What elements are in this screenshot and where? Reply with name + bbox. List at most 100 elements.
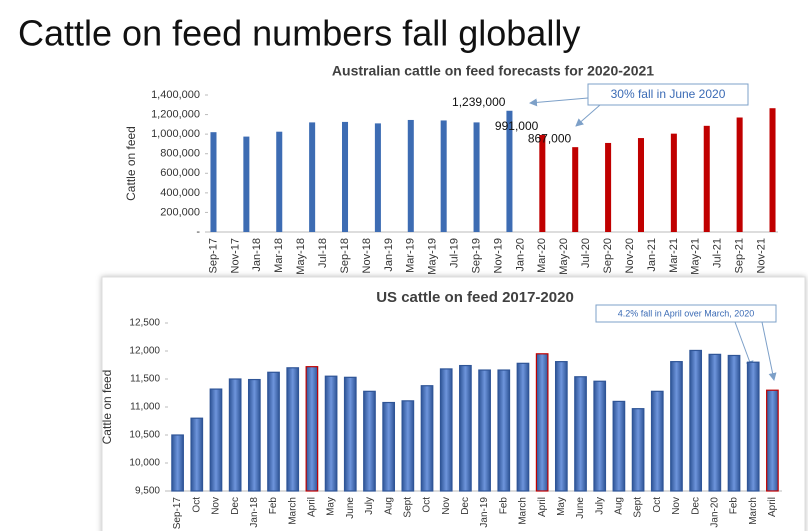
annotation-box (587, 83, 749, 106)
bar (382, 401, 396, 492)
bar (247, 378, 261, 492)
bar (497, 369, 511, 492)
bar (286, 367, 300, 492)
y-tick-label: 12,000 (129, 346, 160, 357)
x-tick-label: Aug (614, 497, 625, 515)
x-tick-label: Jul-20 (580, 238, 592, 268)
x-tick-label: Nov-20 (624, 238, 636, 273)
y-tick-label: 11,500 (130, 374, 160, 385)
y-axis-label: Cattle on feed (124, 126, 138, 201)
bar (210, 132, 217, 232)
bar (440, 120, 447, 232)
x-tick-label: April (307, 497, 318, 517)
bar (478, 369, 491, 492)
x-tick-label: Nov (671, 497, 682, 515)
bar (593, 380, 607, 492)
bar (276, 131, 283, 232)
x-tick-label: Oct (191, 497, 202, 513)
x-tick-label: Mar-20 (536, 238, 548, 273)
x-tick-label: July (364, 497, 375, 515)
y-tick-label: 800,000 (160, 148, 200, 160)
bar (650, 390, 664, 492)
x-tick-label: Nov (441, 497, 452, 515)
x-tick-label: Dec (690, 497, 701, 515)
y-tick-label: 9,500 (135, 486, 160, 497)
arrow (734, 321, 754, 369)
x-tick-label: Jul-18 (317, 238, 329, 268)
x-tick-label: Sep-21 (734, 238, 746, 273)
bar (535, 353, 549, 492)
slide-title: Cattle on feed numbers fall globally (18, 13, 580, 54)
x-tick-label: Dec (460, 497, 471, 515)
bar (506, 110, 513, 232)
x-tick-label: March (287, 497, 298, 525)
bar (605, 142, 612, 232)
bar (309, 122, 316, 232)
annotation: 30% fall in June 2020 (611, 87, 726, 101)
x-tick-label: Sep-19 (470, 238, 482, 273)
x-tick-label: April (537, 497, 548, 517)
bar (746, 361, 760, 492)
bar (612, 400, 626, 492)
x-tick-label: May (326, 497, 337, 516)
y-tick-label: - (196, 226, 200, 238)
bar (574, 376, 587, 492)
arrow (761, 321, 777, 381)
bar (171, 434, 184, 492)
bar (631, 408, 645, 492)
bar (305, 366, 319, 492)
bar (343, 376, 357, 492)
x-tick-label: Nov-19 (492, 238, 504, 273)
x-tick-label: Mar-19 (405, 238, 417, 273)
x-tick-label: Dec (230, 497, 241, 515)
x-tick-label: March (518, 497, 529, 525)
x-tick-label: May-20 (558, 238, 570, 275)
x-tick-label: Sept (402, 497, 413, 518)
y-axis-label: Cattle on feed (100, 370, 114, 445)
x-tick-label: May-18 (295, 238, 307, 275)
y-tick-label: 1,200,000 (151, 108, 200, 120)
bar (670, 361, 683, 492)
x-tick-label: Sept (633, 497, 644, 518)
x-tick-label: June (575, 497, 586, 519)
x-tick-label: Jul-21 (712, 238, 724, 268)
bar (407, 119, 414, 232)
bar (769, 108, 776, 232)
bar (516, 362, 530, 492)
bar (420, 385, 434, 492)
bar (708, 353, 722, 492)
annotation-box (595, 304, 777, 323)
bar (209, 388, 223, 492)
x-tick-label: Feb (498, 497, 509, 515)
x-tick-label: April (767, 497, 778, 517)
y-tick-label: 10,000 (129, 458, 160, 469)
bar (363, 390, 376, 492)
x-tick-label: Jan-20 (709, 497, 720, 528)
y-tick-label: 12,500 (129, 318, 160, 329)
x-tick-label: Feb (729, 497, 740, 515)
x-tick-label: Jul-19 (449, 238, 461, 268)
y-tick-label: 200,000 (160, 206, 200, 218)
bar (689, 349, 703, 492)
bar (267, 371, 280, 492)
x-tick-label: Sep-17 (172, 497, 183, 530)
annotation: 4.2% fall in April over March, 2020 (618, 308, 755, 318)
y-tick-label: 11,000 (130, 402, 160, 413)
data-label: 991,000 (495, 119, 539, 133)
chart-title: US cattle on feed 2017-2020 (376, 289, 574, 306)
x-tick-label: Mar-18 (273, 238, 285, 273)
bar (243, 136, 250, 232)
bar (670, 133, 677, 232)
x-tick-label: May (556, 497, 567, 516)
bar (703, 125, 710, 232)
data-label: 1,239,000 (452, 95, 506, 109)
x-tick-label: Jan-20 (514, 238, 526, 272)
bar (554, 361, 568, 492)
x-tick-label: Nov-18 (361, 238, 373, 273)
x-tick-label: May-21 (690, 238, 702, 275)
x-tick-label: Nov-21 (755, 238, 767, 273)
y-tick-label: 1,000,000 (151, 128, 200, 140)
arrow (575, 104, 601, 127)
bar (473, 122, 480, 232)
bar (439, 368, 453, 492)
